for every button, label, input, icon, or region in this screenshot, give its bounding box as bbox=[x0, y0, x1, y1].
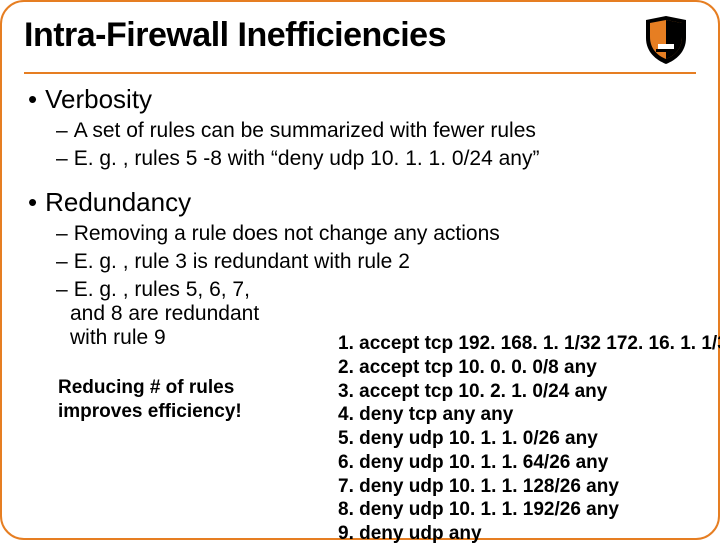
dash-icon: – bbox=[56, 119, 68, 143]
slide-title: Intra-Firewall Inefficiencies bbox=[24, 16, 446, 55]
verbosity-item-text: A set of rules can be summarized with fe… bbox=[74, 119, 536, 143]
rules-list: 1. accept tcp 192. 168. 1. 1/32 172. 16.… bbox=[338, 332, 718, 546]
rule-line: 4. deny tcp any any bbox=[338, 403, 718, 427]
shield-icon bbox=[644, 16, 688, 64]
list-item: – E. g. , rules 5 -8 with “deny udp 10. … bbox=[56, 147, 696, 171]
list-item: – Removing a rule does not change any ac… bbox=[56, 222, 696, 246]
rule-line: 9. deny udp any bbox=[338, 522, 718, 546]
bullet-dot-icon: • bbox=[28, 187, 37, 218]
efficiency-note: Reducing # of rules improves efficiency! bbox=[58, 376, 336, 424]
rule-line: 6. deny udp 10. 1. 1. 64/26 any bbox=[338, 451, 718, 475]
redundancy-items: – Removing a rule does not change any ac… bbox=[28, 222, 696, 274]
wrapped-bullet: – E. g. , rules 5, 6, 7, and 8 are redun… bbox=[56, 278, 336, 424]
verbosity-heading: Verbosity bbox=[45, 84, 152, 115]
list-item: – A set of rules can be summarized with … bbox=[56, 119, 696, 143]
slide-frame: Intra-Firewall Inefficiencies • Verbosit… bbox=[0, 0, 720, 540]
note-line-2: improves efficiency! bbox=[58, 400, 336, 424]
bullet-verbosity: • Verbosity bbox=[28, 84, 696, 115]
title-row: Intra-Firewall Inefficiencies bbox=[24, 16, 696, 74]
bullet-dot-icon: • bbox=[28, 84, 37, 115]
verbosity-items: – A set of rules can be summarized with … bbox=[28, 119, 696, 171]
dash-icon: – bbox=[56, 278, 68, 302]
redundancy-item-text: E. g. , rule 3 is redundant with rule 2 bbox=[74, 250, 410, 274]
list-item: – E. g. , rules 5, 6, 7, bbox=[56, 278, 336, 302]
rule-line: 1. accept tcp 192. 168. 1. 1/32 172. 16.… bbox=[338, 332, 718, 356]
bullet-redundancy: • Redundancy bbox=[28, 187, 696, 218]
wrapped-line-3: with rule 9 bbox=[70, 326, 336, 350]
list-item: – E. g. , rule 3 is redundant with rule … bbox=[56, 250, 696, 274]
redundancy-item-text: Removing a rule does not change any acti… bbox=[74, 222, 500, 246]
rule-line: 3. accept tcp 10. 2. 1. 0/24 any bbox=[338, 380, 718, 404]
wrapped-line-1: E. g. , rules 5, 6, 7, bbox=[74, 278, 250, 302]
dash-icon: – bbox=[56, 250, 68, 274]
wrapped-line-2: and 8 are redundant bbox=[70, 302, 336, 326]
rule-line: 2. accept tcp 10. 0. 0. 0/8 any bbox=[338, 356, 718, 380]
redundancy-heading: Redundancy bbox=[45, 187, 191, 218]
dash-icon: – bbox=[56, 147, 68, 171]
rule-line: 8. deny udp 10. 1. 1. 192/26 any bbox=[338, 498, 718, 522]
rule-line: 5. deny udp 10. 1. 1. 0/26 any bbox=[338, 427, 718, 451]
verbosity-item-text: E. g. , rules 5 -8 with “deny udp 10. 1.… bbox=[74, 147, 540, 171]
rule-line: 7. deny udp 10. 1. 1. 128/26 any bbox=[338, 475, 718, 499]
dash-icon: – bbox=[56, 222, 68, 246]
note-line-1: Reducing # of rules bbox=[58, 376, 336, 400]
